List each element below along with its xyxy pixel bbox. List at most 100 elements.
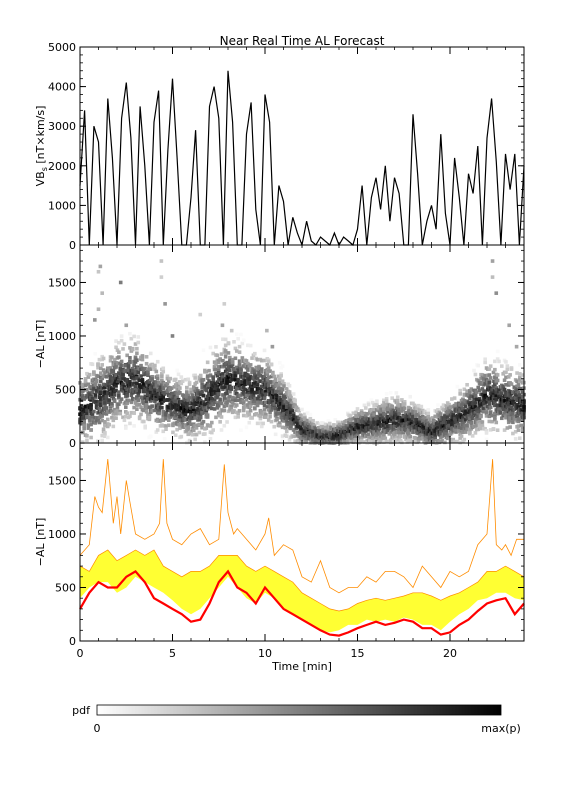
pdf-outlier-cell [163,302,167,306]
pdf-cell [425,425,429,429]
al-forecast-x-ticks: 0 5 10 15 20 [77,443,525,660]
pdf-cell [284,405,289,409]
pdf-cell [444,428,449,433]
pdf-cell [297,408,302,413]
pdf-cell [214,390,218,394]
pdf-cell [304,428,308,432]
pdf-cell [169,386,174,390]
pdf-cell [126,368,131,373]
pdf-cell [276,383,281,388]
pdf-cell [210,396,214,401]
pdf-cell [110,403,114,408]
pdf-outlier-cell [159,259,164,263]
pdf-cell [491,384,496,389]
pdf-cell [462,399,467,403]
pdf-cell [114,365,118,369]
pdf-cell [203,402,207,407]
pdf-cell [128,360,132,365]
pdf-cell [154,383,159,388]
pdf-cell [248,363,253,367]
pdf-cell [488,364,493,368]
pdf-cell [160,372,164,376]
pdf-cell [472,368,476,373]
pdf-cell [357,438,361,442]
pdf-cell [520,373,525,377]
pdf-cell [194,408,199,413]
pdf-cell [175,381,179,386]
pdf-cell [504,415,508,420]
pdf-cell [481,376,486,381]
pdf-cell [444,432,449,437]
pdf-cell [494,380,499,385]
pdf-cell [372,412,376,417]
pdf-cell [112,407,117,412]
x-tick-label: 5 [169,647,176,660]
pdf-cell [130,371,135,375]
pdf-cell [133,342,138,346]
colorbar-gradient [96,704,502,716]
pdf-cell [164,424,168,428]
pdf-cell [404,437,408,442]
pdf-cell [130,347,135,352]
pdf-cell [441,408,446,412]
pdf-cell [165,381,170,386]
pdf-cell [456,423,461,427]
pdf-cell [473,394,478,399]
pdf-cell [412,403,417,408]
pdf-cell [319,431,324,436]
pdf-cell [426,408,431,412]
pdf-cell [389,390,393,395]
pdf-cell [483,357,487,362]
pdf-cell [513,429,518,434]
pdf-cell [502,428,507,432]
pdf-cell [175,427,179,432]
pdf-cell [515,387,519,391]
pdf-cell [232,340,236,344]
pdf-cell [83,376,88,381]
pdf-cell [85,434,89,438]
colorbar-label: pdf [72,704,91,717]
pdf-cell [512,401,517,406]
pdf-cell [225,380,229,384]
pdf-cell [411,401,415,406]
pdf-cell [230,400,235,405]
pdf-cell [215,401,220,405]
pdf-cell [280,434,285,438]
pdf-cell [305,411,310,415]
pdf-cell [119,363,124,368]
pdf-cell [97,420,102,425]
pdf-cell [483,382,487,386]
pdf-cell [416,405,421,410]
pdf-cell [115,408,120,413]
pdf-cell [282,419,286,423]
pdf-cell [221,372,225,376]
vbs-x-ticks [79,47,525,245]
al-pdf-ylabel: −AL [nT] [34,320,47,369]
pdf-cell [508,425,512,429]
pdf-cell [105,417,110,422]
pdf-cell [454,404,458,408]
pdf-cell [216,388,221,393]
pdf-cell [255,383,260,388]
pdf-cell [268,392,272,396]
pdf-cell [394,406,399,411]
pdf-cell [438,412,443,416]
pdf-cell [140,379,145,384]
pdf-cell [228,394,232,399]
pdf-cell [380,414,385,418]
pdf-cell [136,398,141,403]
pdf-cell [481,380,486,384]
al-pdf-plot-area [78,259,526,445]
pdf-cell [111,369,116,373]
pdf-cell [264,392,268,397]
pdf-cell [161,429,166,434]
pdf-cell [128,421,132,426]
pdf-cell [223,349,228,353]
pdf-cell [157,411,161,416]
pdf-cell [236,368,240,372]
pdf-cell [515,402,519,407]
pdf-cell [375,399,379,404]
pdf-cell [445,415,450,419]
pdf-cell [495,373,500,377]
pdf-cell [240,382,245,386]
